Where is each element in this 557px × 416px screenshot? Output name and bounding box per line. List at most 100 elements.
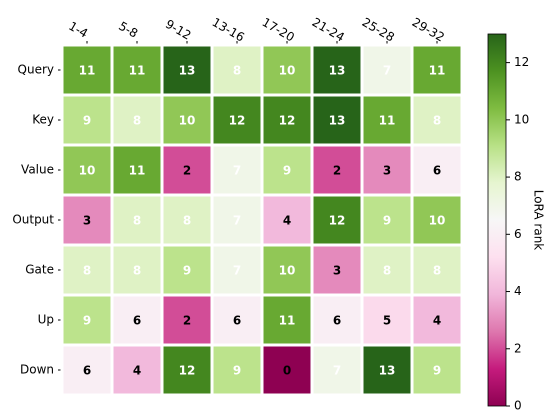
- cell-label: 9: [383, 214, 391, 228]
- cell-label: 10: [279, 264, 296, 278]
- cell-label: 9: [83, 314, 91, 328]
- cell-label: 2: [333, 164, 341, 178]
- heatmap-cell: [410, 143, 464, 197]
- cell-label: 7: [233, 264, 241, 278]
- row-label: Value: [21, 163, 54, 177]
- cell-label: 11: [279, 314, 296, 328]
- cell-label: 7: [233, 164, 241, 178]
- colorbar-tick-label: 6: [514, 227, 522, 241]
- colorbar-tick-label: 4: [514, 284, 522, 298]
- column-label: 5-8: [116, 19, 140, 41]
- cell-label: 11: [79, 64, 96, 78]
- cell-label: 8: [133, 214, 141, 228]
- column-label: 25-28: [360, 15, 397, 45]
- row-label: Query: [18, 63, 54, 77]
- heatmap-cell: [210, 93, 264, 147]
- heatmap-cell: [410, 193, 464, 247]
- cell-label: 9: [83, 114, 91, 128]
- cell-label: 13: [379, 364, 396, 378]
- cell-label: 13: [179, 64, 196, 78]
- row-label: Output: [12, 213, 54, 227]
- cell-label: 9: [433, 364, 441, 378]
- heatmap-cell: [260, 343, 314, 397]
- cell-label: 11: [129, 164, 146, 178]
- heatmap-cell: [260, 293, 314, 347]
- heatmap-cell: [60, 243, 114, 297]
- cell-label: 6: [233, 314, 241, 328]
- cell-label: 8: [133, 264, 141, 278]
- cell-label: 3: [83, 214, 91, 228]
- heatmap-cell: [310, 343, 364, 397]
- cell-label: 12: [279, 114, 296, 128]
- heatmap-cell: [160, 293, 214, 347]
- cell-label: 6: [433, 164, 441, 178]
- cell-label: 8: [83, 264, 91, 278]
- heatmap-cell: [60, 293, 114, 347]
- row-label: Key: [32, 113, 54, 127]
- colorbar-tick-label: 2: [514, 341, 522, 355]
- cell-label: 10: [429, 214, 446, 228]
- heatmap-cell: [210, 343, 264, 397]
- row-label: Down: [20, 363, 54, 377]
- cell-label: 2: [183, 314, 191, 328]
- heatmap-cell: [260, 143, 314, 197]
- column-label: 29-32: [410, 15, 447, 45]
- column-label: 13-16: [210, 15, 247, 45]
- colorbar-tick-label: 12: [514, 55, 529, 69]
- cell-label: 5: [383, 314, 391, 328]
- heatmap-cell: [410, 243, 464, 297]
- colorbar: [487, 33, 507, 407]
- heatmap-cell: [210, 43, 264, 97]
- column-label: 17-20: [260, 15, 297, 45]
- cell-label: 6: [83, 364, 91, 378]
- cell-label: 4: [283, 214, 291, 228]
- cell-label: 11: [129, 64, 146, 78]
- cell-label: 11: [429, 64, 446, 78]
- colorbar-tick-label: 8: [514, 170, 522, 184]
- cell-label: 8: [433, 114, 441, 128]
- cell-label: 3: [333, 264, 341, 278]
- cell-label: 4: [433, 314, 441, 328]
- colorbar-label: LoRA rank: [532, 190, 546, 251]
- cell-label: 8: [383, 264, 391, 278]
- cell-label: 6: [133, 314, 141, 328]
- cell-label: 10: [279, 64, 296, 78]
- heatmap-cell: [60, 343, 114, 397]
- cell-label: 7: [383, 64, 391, 78]
- column-label: 1-4: [66, 19, 90, 41]
- cell-label: 10: [79, 164, 96, 178]
- cell-label: 7: [333, 364, 341, 378]
- cell-label: 11: [379, 114, 396, 128]
- cell-label: 3: [383, 164, 391, 178]
- cell-label: 0: [283, 364, 291, 378]
- cell-label: 12: [179, 364, 196, 378]
- heatmap-cell: [160, 143, 214, 197]
- heatmap-cell: [410, 343, 464, 397]
- colorbar-tick-label: 0: [514, 399, 522, 413]
- heatmap-cell: [360, 143, 414, 197]
- heatmap-cell: [160, 43, 214, 97]
- cell-label: 4: [133, 364, 141, 378]
- column-label: 21-24: [310, 15, 347, 45]
- heatmap-cell: [60, 143, 114, 197]
- heatmap-cell: [110, 343, 164, 397]
- cell-label: 7: [233, 214, 241, 228]
- row-label: Gate: [25, 263, 54, 277]
- cell-label: 2: [183, 164, 191, 178]
- cell-label: 12: [229, 114, 246, 128]
- heatmap-cell: [160, 193, 214, 247]
- heatmap-cell: [310, 93, 364, 147]
- cell-label: 8: [233, 64, 241, 78]
- cell-label: 13: [329, 64, 346, 78]
- cell-label: 12: [329, 214, 346, 228]
- heatmap-cell: [410, 293, 464, 347]
- cell-label: 10: [179, 114, 196, 128]
- cell-label: 9: [183, 264, 191, 278]
- heatmap-cell: [60, 43, 114, 97]
- cell-label: 6: [333, 314, 341, 328]
- cell-label: 13: [329, 114, 346, 128]
- heatmap-cell: [210, 193, 264, 247]
- cell-label: 8: [433, 264, 441, 278]
- row-label: Up: [38, 313, 54, 327]
